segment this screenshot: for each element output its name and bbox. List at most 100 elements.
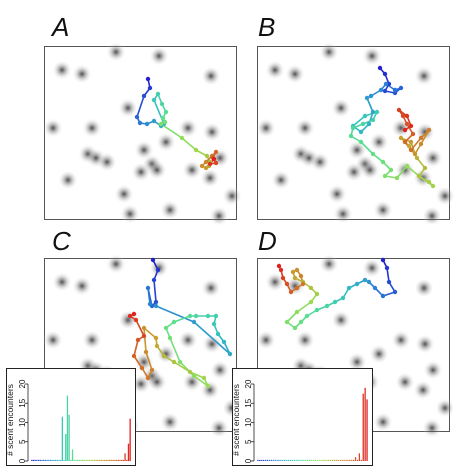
trajectory-point — [368, 93, 374, 99]
trajectory-point — [213, 149, 219, 155]
scent-blob — [106, 42, 126, 62]
scent-blob — [147, 160, 167, 180]
trajectory-segment — [133, 355, 143, 369]
trajectory-point — [408, 123, 414, 129]
panel-c-trajectory — [127, 257, 233, 389]
trajectory-point — [135, 337, 141, 343]
trajectory-segment — [133, 339, 139, 357]
trajectory-point — [193, 147, 199, 153]
trajectory-point — [149, 367, 155, 373]
trajectory-point — [350, 125, 356, 131]
trajectory-point — [153, 303, 159, 309]
scent-blob — [58, 170, 78, 190]
trajectory-point — [207, 161, 213, 167]
histogram-c-yaxis: 0 5 10 15 20 — [18, 379, 29, 463]
trajectory-segment — [223, 341, 231, 355]
trajectory-point — [300, 281, 306, 287]
trajectory-point — [366, 279, 372, 285]
trajectory-segment — [153, 279, 157, 303]
trajectory-point — [400, 113, 406, 119]
trajectory-point — [141, 333, 147, 339]
y-tick-label: 0 — [18, 458, 27, 463]
panel-label-b: B — [258, 12, 276, 42]
trajectory-point — [380, 159, 386, 165]
trajectory-point — [162, 119, 168, 125]
trajectory-point — [155, 91, 161, 97]
scent-blob — [201, 278, 221, 298]
y-tick-label: 0 — [244, 458, 253, 463]
trajectory-point — [221, 339, 227, 345]
trajectory-point — [163, 325, 169, 331]
trajectory-point — [402, 139, 408, 145]
scent-blob — [202, 334, 222, 354]
trajectory-point — [153, 299, 159, 305]
scent-blob — [43, 118, 63, 138]
trajectory-point — [141, 93, 147, 99]
trajectory-segment — [193, 375, 209, 387]
y-tick-label: 5 — [18, 439, 27, 444]
histogram-d-ylabel: # scent encounters — [231, 384, 241, 456]
scent-blob — [106, 254, 126, 274]
trajectory-point — [396, 107, 402, 113]
trajectory-point — [158, 121, 164, 127]
trajectory-point — [160, 115, 166, 121]
trajectory-point — [408, 147, 414, 153]
scent-blob — [200, 380, 220, 400]
trajectory-point — [360, 121, 366, 127]
scent-blob — [256, 330, 276, 350]
trajectory-point — [163, 109, 169, 115]
trajectory-point — [414, 155, 420, 161]
trajectory-point — [374, 109, 380, 115]
trajectory-point — [314, 291, 320, 297]
trajectory-point — [131, 311, 137, 317]
trajectory-segment — [135, 319, 145, 337]
scent-blob — [114, 184, 134, 204]
scent-blob — [414, 278, 434, 298]
scent-blob — [265, 272, 285, 292]
scent-blob — [72, 64, 92, 84]
trajectory-point — [205, 383, 211, 389]
scent-blob — [182, 372, 202, 392]
trajectory-point — [187, 369, 193, 375]
trajectory-point — [394, 175, 400, 181]
trajectory-point — [308, 299, 314, 305]
scent-blob — [295, 118, 315, 138]
histogram-d: # scent encounters 0 5 10 15 20 — [231, 368, 373, 466]
scent-blob — [82, 118, 102, 138]
trajectory-point — [177, 359, 183, 365]
trajectory-point — [294, 267, 300, 273]
scent-blob — [285, 64, 305, 84]
scent-blob — [373, 200, 393, 220]
scent-blob — [149, 46, 169, 66]
scent-blob — [360, 160, 380, 180]
scent-blob — [147, 372, 167, 392]
trajectory-point — [201, 375, 207, 381]
trajectory-point — [215, 331, 221, 337]
trajectory-point — [392, 87, 398, 93]
trajectory-point — [211, 321, 217, 327]
trajectory-segment — [352, 115, 366, 127]
trajectory-point — [187, 313, 193, 319]
scent-blob — [319, 42, 339, 62]
trajectory-point — [340, 295, 346, 301]
trajectory-point — [127, 313, 133, 319]
y-tick-label: 20 — [244, 379, 253, 388]
scent-blob — [201, 66, 221, 86]
panel-d-trajectory — [276, 257, 398, 331]
trajectory-point — [141, 325, 147, 331]
trajectory-point — [384, 265, 390, 271]
trajectory-point — [204, 153, 210, 159]
scent-blob — [310, 152, 330, 172]
trajectory-point — [370, 109, 376, 115]
histogram-d-yaxis: 0 5 10 15 20 — [244, 379, 255, 463]
trajectory-point — [278, 267, 284, 273]
trajectory-point — [161, 353, 167, 359]
y-tick-label: 15 — [18, 398, 27, 407]
trajectory-point — [147, 85, 153, 91]
trajectory-point — [382, 71, 388, 77]
scent-blob — [131, 374, 151, 394]
trajectory-point — [199, 163, 205, 169]
trajectory-point — [145, 76, 151, 82]
trajectory-segment — [286, 311, 298, 323]
scent-blob — [156, 132, 176, 152]
